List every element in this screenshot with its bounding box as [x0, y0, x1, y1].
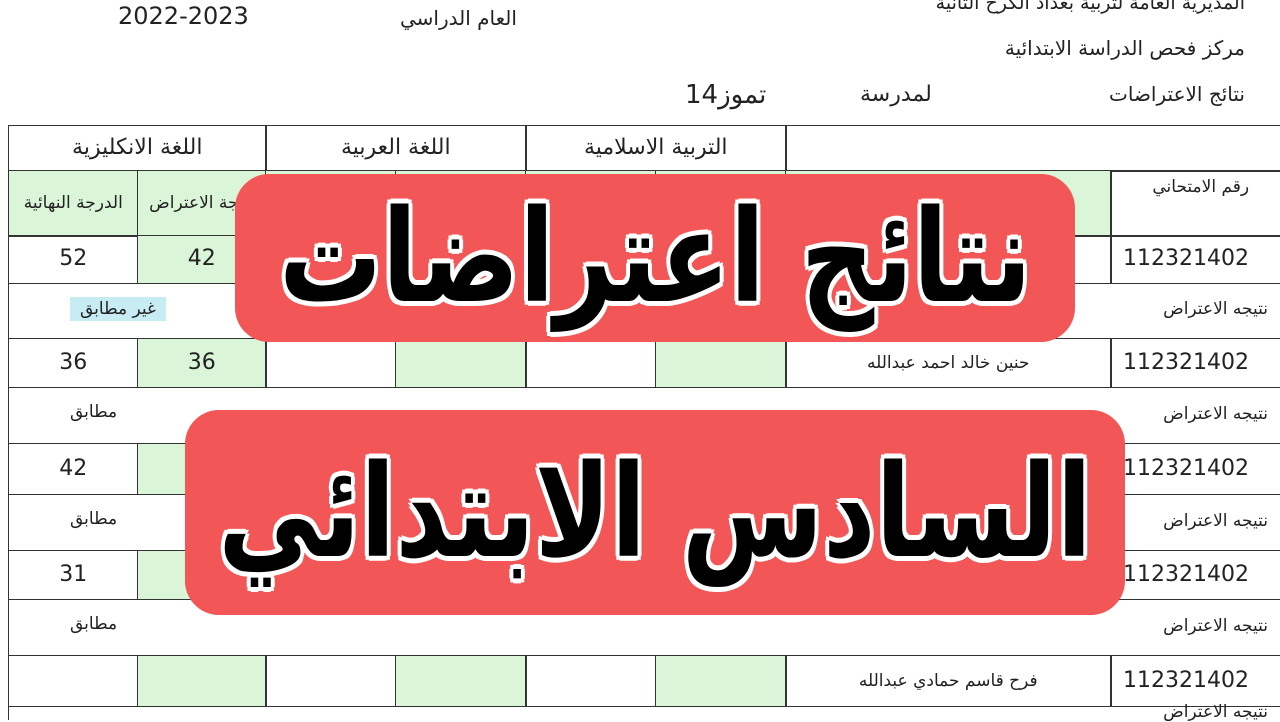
center-title: مركز فحص الدراسة الابتدائية	[1004, 36, 1245, 60]
result-row	[8, 386, 1280, 443]
school-label: لمدرسة	[860, 82, 932, 107]
title-banner-1: نتائج اعتراضات	[235, 174, 1075, 342]
final-grade-header: الدرجة النهائية	[8, 170, 139, 237]
subject-header-arabic: اللغة العربية	[265, 125, 527, 172]
exam-number: 112321402	[1110, 655, 1280, 707]
english-final-grade: 36	[8, 338, 139, 388]
year-value: 2022-2023	[118, 2, 249, 30]
result-value: غير مطابق	[70, 297, 166, 322]
arabic-objection-grade	[395, 338, 527, 388]
islamic-final-grade	[525, 655, 657, 707]
result-row	[8, 705, 1280, 720]
subject-header-islamic: التربية الاسلامية	[525, 125, 787, 172]
result-label: نتيجه الاعتراض	[1163, 615, 1268, 636]
result-row	[8, 598, 1280, 655]
arabic-final-grade	[265, 655, 397, 707]
arabic-final-grade	[265, 338, 397, 388]
result-row	[8, 282, 1280, 338]
exam-number: 112321402	[1110, 235, 1280, 284]
result-label: نتيجه الاعتراض	[1163, 510, 1268, 531]
islamic-final-grade	[525, 338, 657, 388]
result-value: مطابق	[70, 508, 118, 529]
header-blank	[785, 125, 1280, 172]
title-banner-2: السادس الابتدائي	[185, 410, 1125, 615]
islamic-objection-grade	[655, 338, 787, 388]
english-objection-grade	[137, 655, 267, 707]
result-row	[8, 493, 1280, 550]
school-name: تموز14	[685, 80, 767, 110]
exam-number: 112321402	[1110, 338, 1280, 388]
english-final-grade	[8, 655, 139, 707]
subject-header-english: اللغة الانكليزية	[8, 125, 267, 172]
result-label: نتيجه الاعتراض	[1163, 403, 1268, 424]
english-objection-grade: 36	[137, 338, 267, 388]
directorate-title: المديرية العامة لتربية بغداد الكرخ الثان…	[935, 0, 1245, 14]
student-name: حنين خالد احمد عبدالله	[785, 338, 1112, 388]
exam-number-header: رقم الامتحاني	[1110, 170, 1280, 237]
student-name: فرح قاسم حمادي عبدالله	[785, 655, 1112, 707]
result-label: نتيجه الاعتراض	[1163, 701, 1268, 722]
exam-number: 112321402	[1110, 443, 1280, 495]
exam-number: 112321402	[1110, 550, 1280, 600]
overlay-title-line1: نتائج اعتراضات	[278, 183, 1033, 332]
english-final-grade: 52	[8, 235, 139, 284]
results-label: نتائج الاعتراضات	[1109, 82, 1245, 106]
islamic-objection-grade	[655, 655, 787, 707]
english-final-grade: 31	[8, 550, 139, 600]
year-label: العام الدراسي	[400, 6, 517, 30]
arabic-objection-grade	[395, 655, 527, 707]
overlay-title-line2: السادس الابتدائي	[218, 437, 1093, 587]
english-final-grade: 42	[8, 443, 139, 495]
result-value: مطابق	[70, 613, 118, 634]
result-label: نتيجه الاعتراض	[1163, 299, 1268, 319]
result-value: مطابق	[70, 401, 118, 422]
